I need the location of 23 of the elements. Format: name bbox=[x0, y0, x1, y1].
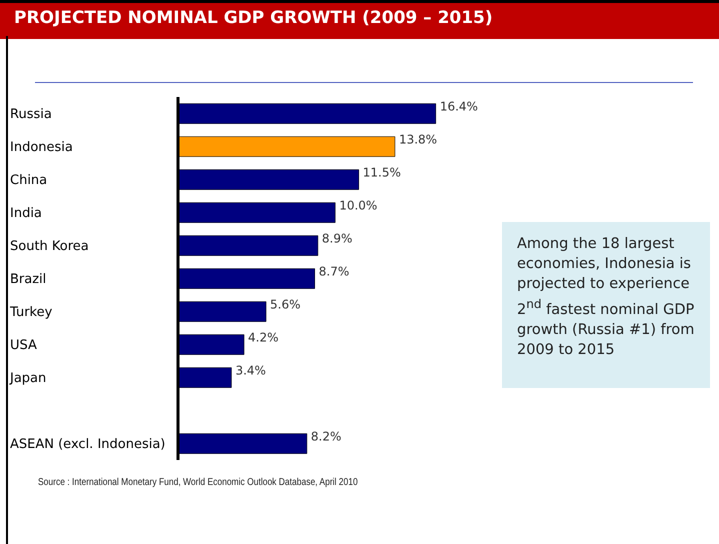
data-label: 8.9% bbox=[322, 232, 352, 246]
y-tick-label: USA bbox=[10, 338, 38, 354]
y-tick-label: Russia bbox=[10, 107, 52, 122]
data-label: 3.4% bbox=[235, 364, 266, 378]
data-label: 10.0% bbox=[339, 198, 378, 213]
y-tick-label: Indonesia bbox=[10, 140, 73, 156]
text: Among the 18 largest economies, Indonesia is projected to experience 2$^{nd}$ fastest nominal GDP growth (Russia #1) from 2009 to 2015 bbox=[502, 222, 710, 388]
y-tick-label: ASEAN (excl. Indonesia) bbox=[10, 437, 166, 452]
y-tick-label: India bbox=[10, 206, 42, 222]
data-label: 8.2% bbox=[310, 430, 342, 444]
y-tick-label: South Korea bbox=[10, 239, 89, 254]
chart-title: PROJECTED NOMINAL GDP GROWTH (2009 – 2015) bbox=[14, 8, 493, 28]
source-note: Source : International Monetary Fund, World Economic Outlook Database, April 2010 bbox=[38, 477, 358, 488]
y-tick-label: China bbox=[10, 173, 48, 188]
y-tick-label: Brazil bbox=[10, 272, 46, 288]
data-label: 5.6% bbox=[270, 298, 301, 312]
data-label: 16.4% bbox=[440, 100, 478, 114]
y-tick-label: Turkey bbox=[9, 305, 53, 320]
data-label: 8.7% bbox=[318, 264, 350, 279]
data-label: 4.2% bbox=[248, 330, 279, 345]
y-tick-label: Japan bbox=[9, 371, 46, 386]
data-label: 11.5% bbox=[362, 166, 401, 180]
data-label: 13.8% bbox=[398, 132, 438, 147]
